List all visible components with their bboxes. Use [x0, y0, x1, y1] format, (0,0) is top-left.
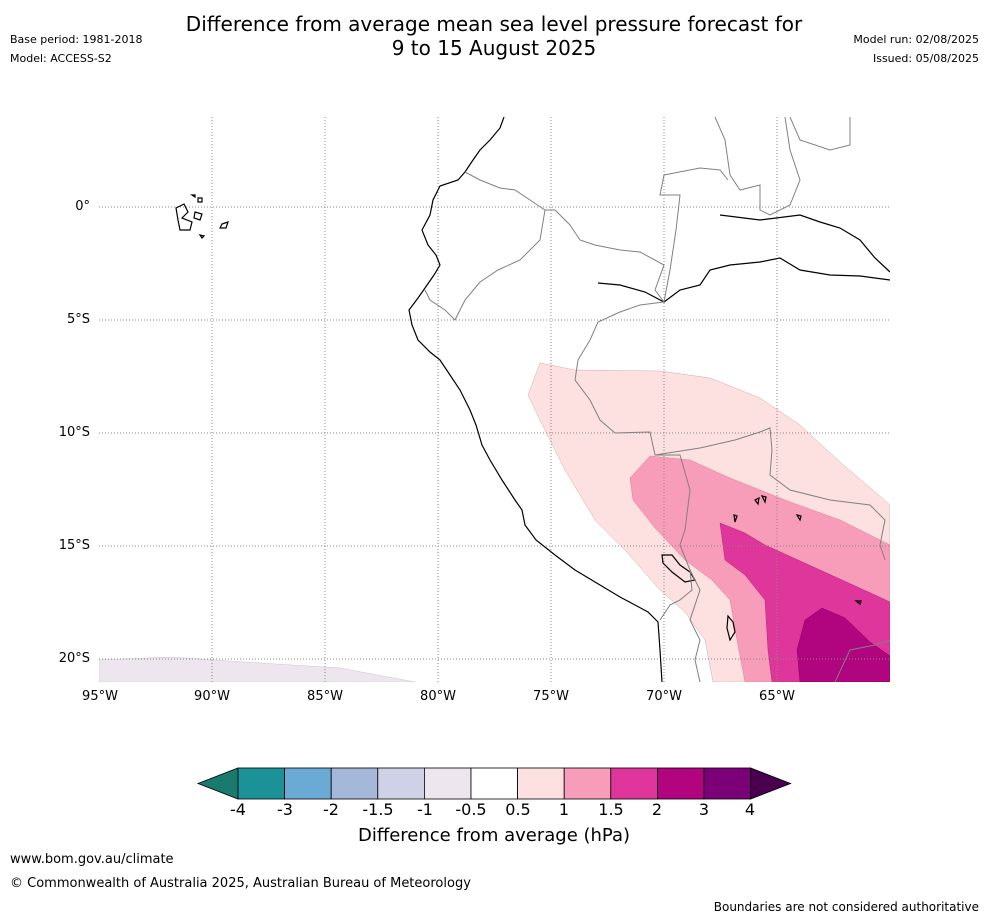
south-america-coastline [408, 117, 663, 682]
lat-label-5s: 5°S [66, 312, 90, 327]
bolivia-lakes [733, 495, 862, 605]
colorbar [196, 767, 792, 800]
colorbar-cell [517, 767, 565, 800]
copyright-notice: © Commonwealth of Australia 2025, Austra… [10, 876, 471, 891]
colorbar-tick: -1.5 [362, 800, 394, 819]
country-borders [424, 117, 890, 682]
colorbar-cell [610, 767, 658, 800]
colorbar-tick: 2 [651, 800, 663, 819]
anomaly-contour-2-to-3 [796, 607, 890, 682]
lon-label-75w: 75°W [533, 689, 569, 704]
website-link[interactable]: www.bom.gov.au/climate [10, 852, 174, 867]
lat-label-10s: 10°S [58, 425, 90, 440]
colorbar-tick: 1.5 [598, 800, 624, 819]
lon-label-95w: 95°W [82, 689, 118, 704]
colorbar-tick: 4 [744, 800, 756, 819]
anomaly-contour-negative-small [99, 656, 416, 682]
colorbar-cell [657, 767, 705, 800]
colorbar-cell [423, 767, 472, 800]
model-name: Model: ACCESS-S2 [10, 52, 112, 65]
lon-label-85w: 85°W [307, 689, 343, 704]
title-line-1: Difference from average mean sea level p… [185, 12, 803, 36]
colorbar-extend-high [750, 767, 792, 800]
colorbar-cell [377, 767, 425, 800]
lat-label-0: 0° [75, 199, 90, 214]
galapagos-islands [175, 194, 229, 239]
colorbar-tick: -4 [230, 800, 246, 819]
colorbar-cell [284, 767, 332, 800]
colorbar-tick: -0.5 [455, 800, 487, 819]
lon-label-90w: 90°W [194, 689, 230, 704]
colorbar-extend-low [196, 767, 239, 800]
base-period: Base period: 1981-2018 [10, 33, 143, 46]
colorbar-tick: -2 [323, 800, 339, 819]
lon-label-70w: 70°W [646, 689, 682, 704]
issued-date: Issued: 05/08/2025 [872, 52, 979, 65]
pressure-anomaly-map [99, 117, 890, 682]
graticule [99, 117, 890, 682]
lon-label-80w: 80°W [420, 689, 456, 704]
lat-label-15s: 15°S [58, 538, 90, 553]
title-line-2: 9 to 15 August 2025 [391, 36, 597, 60]
colorbar-tick: -3 [277, 800, 293, 819]
model-run: Model run: 02/08/2025 [853, 33, 979, 46]
colorbar-tick: 0.5 [505, 800, 531, 819]
colorbar-tick: -1 [417, 800, 433, 819]
colorbar-cell [470, 767, 518, 800]
lat-label-20s: 20°S [58, 651, 90, 666]
amazon-river-coast [597, 214, 890, 303]
colorbar-cell [330, 767, 379, 800]
colorbar-label: Difference from average (hPa) [357, 825, 631, 846]
colorbar-cell [237, 767, 285, 800]
lake-poopo [726, 614, 736, 642]
colorbar-cell [703, 767, 751, 800]
colorbar-tick: 3 [698, 800, 710, 819]
map-title: Difference from average mean sea level p… [0, 12, 988, 60]
boundaries-disclaimer: Boundaries are not considered authoritat… [713, 900, 979, 914]
colorbar-cell [563, 767, 612, 800]
lon-label-65w: 65°W [759, 689, 795, 704]
colorbar-tick: 1 [558, 800, 570, 819]
